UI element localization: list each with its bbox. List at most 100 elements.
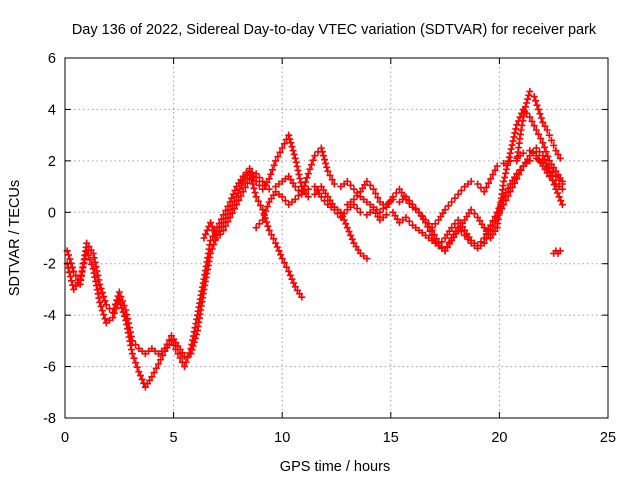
data-point [530, 93, 538, 101]
data-point [506, 149, 514, 157]
data-point [252, 177, 260, 185]
data-point [430, 231, 438, 239]
data-point [291, 195, 299, 203]
data-point [542, 148, 550, 156]
data-point [89, 265, 97, 273]
data-point [482, 235, 490, 243]
data-point [345, 228, 353, 236]
data-point [556, 154, 564, 162]
data-point [445, 238, 453, 246]
data-point [363, 255, 371, 263]
data-point [265, 226, 273, 234]
data-point [550, 181, 558, 189]
data-point [189, 336, 197, 344]
data-point [220, 211, 228, 219]
data-point [115, 296, 123, 304]
data-point [252, 224, 260, 232]
data-point [500, 201, 508, 209]
data-point [294, 192, 302, 200]
data-point [342, 220, 350, 228]
data-point [554, 150, 562, 158]
data-point [70, 267, 78, 275]
data-point [501, 173, 509, 181]
grid-lines [65, 58, 608, 418]
data-point [534, 105, 542, 113]
data-point [533, 101, 541, 109]
data-point [185, 349, 193, 357]
data-point [317, 144, 325, 152]
axis-ticks: 0 5 10 15 20 25 -8 -6 -4 -2 0 2 4 6 [43, 51, 616, 446]
data-point [495, 209, 503, 217]
data-point [482, 183, 490, 191]
data-point [152, 364, 160, 372]
data-point [521, 107, 529, 115]
data-point [281, 197, 289, 205]
data-point [443, 243, 451, 251]
data-point [157, 356, 165, 364]
data-point [507, 145, 515, 153]
data-point [330, 180, 338, 188]
data-point [369, 185, 377, 193]
data-point [213, 234, 221, 242]
data-point [95, 294, 103, 302]
data-point [441, 247, 449, 255]
data-point [487, 226, 495, 234]
data-point [207, 237, 215, 245]
data-point [188, 340, 196, 348]
data-point [526, 113, 534, 121]
data-point [126, 337, 134, 345]
data-point [523, 99, 531, 107]
data-point [548, 136, 556, 144]
data-point [441, 206, 449, 214]
y-tick-label: -6 [43, 360, 56, 376]
data-point [224, 202, 232, 210]
series-track-6 [428, 144, 566, 255]
data-point [135, 368, 143, 376]
y-tick-label: -4 [43, 308, 56, 324]
data-point [81, 255, 89, 263]
data-point [431, 220, 439, 228]
data-point [539, 118, 547, 126]
data-point [337, 213, 345, 221]
data-point [283, 263, 291, 271]
data-point [321, 197, 329, 205]
data-point [286, 271, 294, 279]
series-track-7 [513, 87, 564, 165]
data-point [101, 315, 109, 323]
data-point [233, 201, 241, 209]
data-point [172, 345, 180, 353]
data-point [545, 167, 553, 175]
data-point [226, 198, 234, 206]
data-point [174, 350, 182, 358]
data-point [80, 259, 88, 267]
data-point [293, 162, 301, 170]
data-point [529, 148, 537, 156]
data-point [270, 161, 278, 169]
data-point [237, 192, 245, 200]
data-point [303, 174, 311, 182]
data-point [273, 243, 281, 251]
data-point [516, 113, 524, 121]
data-point [77, 271, 85, 279]
data-point [537, 135, 545, 143]
plot-frame [64, 57, 609, 419]
data-point [224, 218, 232, 226]
data-point [125, 333, 133, 341]
data-point [489, 222, 497, 230]
data-point [220, 226, 228, 234]
data-point [288, 143, 296, 151]
data-point [256, 201, 264, 209]
data-point [435, 239, 443, 247]
data-point [376, 208, 384, 216]
data-point [278, 255, 286, 263]
data-point [343, 224, 351, 232]
data-point [100, 293, 108, 301]
data-point [262, 207, 270, 215]
data-point [534, 130, 542, 138]
data-point [101, 297, 109, 305]
data-point [95, 276, 103, 284]
data-point [264, 203, 272, 210]
data-point [454, 224, 462, 232]
data-point [302, 178, 310, 186]
data-point [65, 268, 73, 276]
